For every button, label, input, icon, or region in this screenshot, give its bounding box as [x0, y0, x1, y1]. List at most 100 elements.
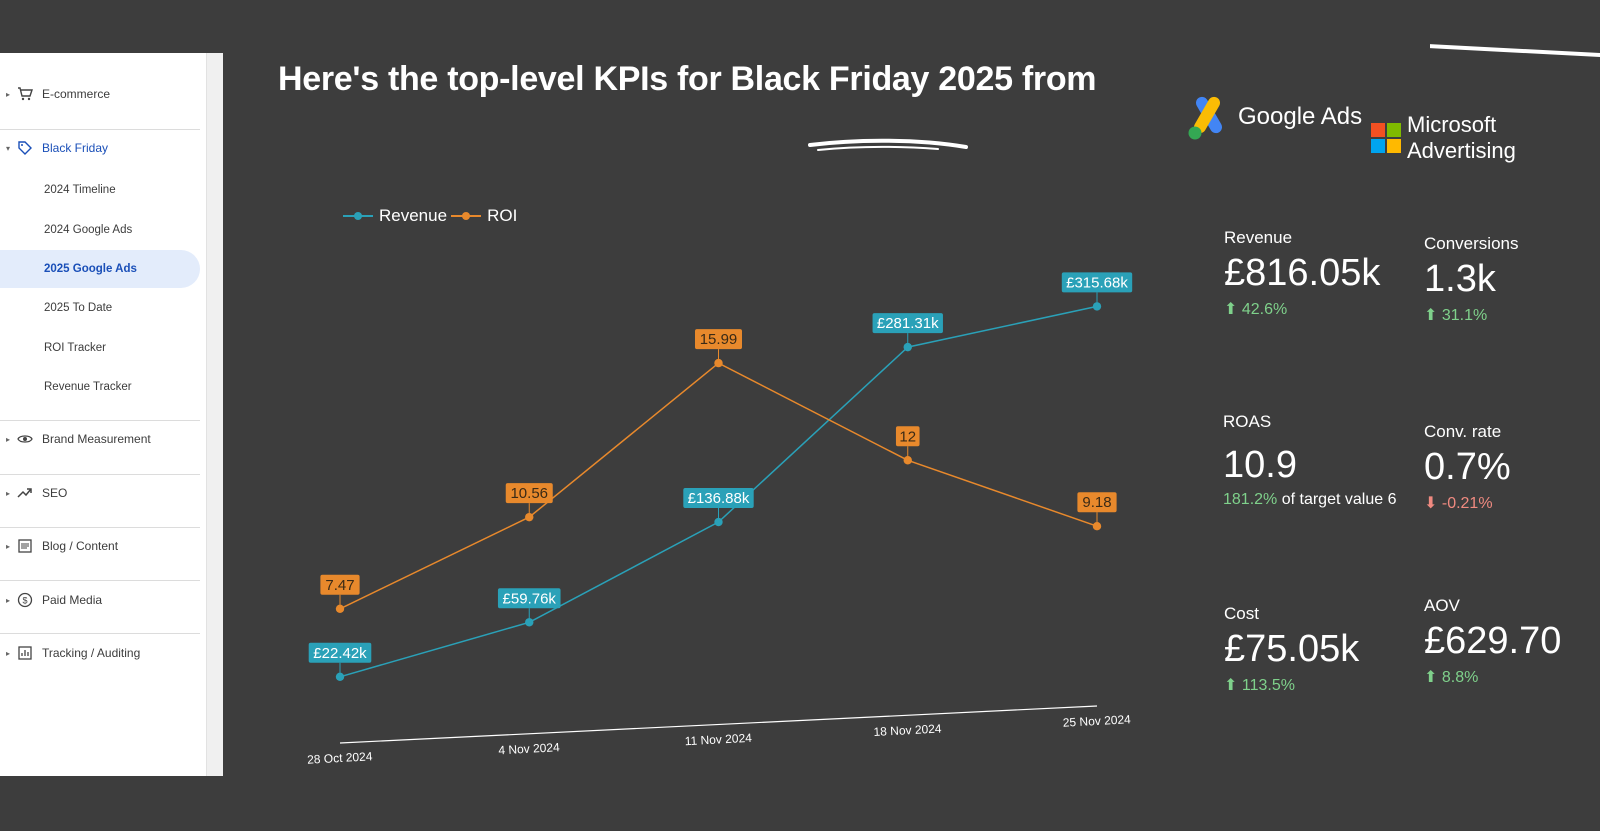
sidebar-section-black-friday[interactable]: ▾ Black Friday	[0, 139, 200, 157]
roi-data-label: 12	[899, 428, 916, 445]
revenue-data-label: £315.68k	[1066, 274, 1128, 291]
kpi-value: £75.05k	[1224, 628, 1360, 670]
roi-data-label-box	[505, 483, 553, 504]
arrow-up-icon: ⬆	[1424, 307, 1442, 324]
sidebar-section-seo[interactable]: ▸ SEO	[0, 484, 200, 502]
kpi-label: Conv. rate	[1424, 422, 1502, 441]
analytics-icon	[16, 644, 34, 662]
arrow-up-icon: ⬆	[1424, 669, 1442, 686]
x-tick-label: 28 Oct 2024	[307, 749, 373, 766]
kpi-label: Revenue	[1224, 228, 1293, 247]
revenue-data-label: £59.76k	[503, 590, 557, 607]
sidebar-section-label: Blog / Content	[42, 539, 119, 553]
sidebar-section-tracking-auditing[interactable]: ▸ Tracking / Auditing	[0, 644, 200, 662]
legend-revenue-marker	[343, 212, 373, 220]
sidebar-item-roi-tracker[interactable]: ROI Tracker	[0, 329, 200, 367]
divider	[0, 129, 200, 130]
kpi-change: ⬇ -0.21%	[1424, 493, 1511, 513]
kpi-value: 10.9	[1223, 444, 1297, 486]
sidebar-item-label: 2025 To Date	[44, 302, 113, 314]
sidebar-section-label: Brand Measurement	[42, 432, 151, 446]
sidebar-scrollbar[interactable]	[206, 53, 223, 776]
divider	[0, 420, 200, 421]
roi-data-label: 9.18	[1082, 494, 1111, 511]
sidebar-item-label: 2024 Google Ads	[44, 224, 133, 236]
kpi-change-value: 31.1%	[1441, 307, 1488, 324]
kpi-change: ⬆ 8.8%	[1424, 667, 1561, 687]
sidebar: ▸ E-commerce ▾ Black Friday 2024 Timelin…	[0, 53, 223, 776]
kpi-conv-rate: Conv. rate 0.7% ⬇ -0.21%	[1424, 422, 1511, 513]
sidebar-section-label: SEO	[42, 486, 68, 500]
svg-text:$: $	[22, 596, 27, 606]
revenue-data-label: £22.42k	[313, 645, 367, 662]
sidebar-item-revenue-tracker[interactable]: Revenue Tracker	[0, 368, 200, 406]
title-underline	[808, 138, 968, 151]
sidebar-section-label: Black Friday	[42, 141, 109, 155]
document-icon	[16, 537, 34, 555]
google-ads-label: Google Ads	[1238, 103, 1363, 130]
kpi-value: £629.70	[1424, 620, 1562, 662]
sidebar-section-label: Tracking / Auditing	[42, 646, 141, 660]
sidebar-item-2024-timeline[interactable]: 2024 Timeline	[0, 171, 200, 209]
kpi-change-value: 8.8%	[1441, 669, 1479, 686]
revenue-data-label: £136.88k	[688, 490, 750, 507]
arrow-up-icon: ⬆	[1224, 677, 1242, 694]
kpi-change: 181.2% of target value 6	[1223, 491, 1396, 509]
eye-icon	[16, 430, 34, 448]
sidebar-item-2025-google-ads[interactable]: 2025 Google Ads	[0, 250, 200, 288]
roi-data-label-box	[320, 574, 360, 595]
x-tick-label: 11 Nov 2024	[684, 731, 752, 749]
microsoft-logo-icon	[1371, 123, 1401, 153]
sidebar-section-blog-content[interactable]: ▸ Blog / Content	[0, 537, 200, 555]
google-ads-icon	[1188, 96, 1222, 140]
page-title: Here's the top-level KPIs for Black Frid…	[278, 60, 1097, 98]
roi-data-label: 7.47	[325, 577, 354, 594]
sidebar-item-2024-google-ads[interactable]: 2024 Google Ads	[0, 211, 200, 249]
kpi-change-value: 181.2%	[1223, 491, 1278, 508]
roi-data-label: 10.56	[510, 485, 548, 502]
kpi-change: ⬆ 113.5%	[1224, 675, 1359, 695]
x-tick-label: 4 Nov 2024	[498, 740, 560, 757]
sidebar-section-paid-media[interactable]: ▸ $ Paid Media	[0, 591, 200, 609]
tag-icon	[16, 139, 34, 157]
divider	[0, 633, 200, 634]
legend-roi-marker	[451, 212, 482, 220]
caret-right-icon: ▸	[5, 434, 10, 444]
roi-data-label-box	[1077, 492, 1117, 513]
chart-legend: Revenue ROI	[343, 206, 517, 226]
microsoft-advertising-logo: Microsoft Advertising	[1371, 112, 1600, 164]
kpi-label: AOV	[1424, 596, 1460, 615]
kpi-target-note: of target value 6	[1281, 491, 1397, 508]
arrow-up-icon: ⬆	[1224, 301, 1242, 318]
kpi-conversions: Conversions 1.3k ⬆ 31.1%	[1424, 234, 1519, 325]
kpi-revenue: Revenue £816.05k ⬆ 42.6%	[1224, 228, 1380, 319]
kpi-label: Conversions	[1424, 234, 1519, 253]
revenue-data-label-box	[872, 313, 943, 334]
divider	[0, 580, 200, 581]
sidebar-section-label: E-commerce	[42, 87, 111, 101]
sidebar-item-label: 2025 Google Ads	[44, 263, 137, 275]
revenue-data-label-box	[683, 488, 754, 509]
sidebar-item-label: ROI Tracker	[44, 342, 106, 354]
microsoft-advertising-label: Microsoft Advertising	[1407, 112, 1516, 163]
kpi-label: Cost	[1224, 604, 1259, 623]
caret-down-icon: ▾	[5, 143, 10, 153]
kpi-change: ⬆ 31.1%	[1424, 305, 1519, 325]
roi-data-label-box	[895, 426, 920, 447]
kpi-value: £816.05k	[1224, 252, 1381, 294]
sidebar-item-label: 2024 Timeline	[44, 184, 116, 196]
google-ads-logo: Google Ads	[1186, 93, 1362, 141]
sidebar-section-ecommerce[interactable]: ▸ E-commerce	[0, 85, 200, 103]
caret-right-icon: ▸	[5, 488, 10, 498]
revenue-data-label-box	[497, 588, 561, 609]
sidebar-section-brand-measurement[interactable]: ▸ Brand Measurement	[0, 430, 200, 448]
cart-icon	[16, 85, 34, 103]
legend-revenue-label: Revenue	[379, 206, 448, 225]
arrow-down-icon: ⬇	[1424, 495, 1442, 512]
roi-data-label: 15.99	[700, 331, 738, 348]
kpi-change: ⬆ 42.6%	[1224, 299, 1380, 319]
sidebar-item-2025-to-date[interactable]: 2025 To Date	[0, 289, 200, 327]
divider	[0, 527, 200, 528]
x-axis-line	[339, 705, 1098, 744]
